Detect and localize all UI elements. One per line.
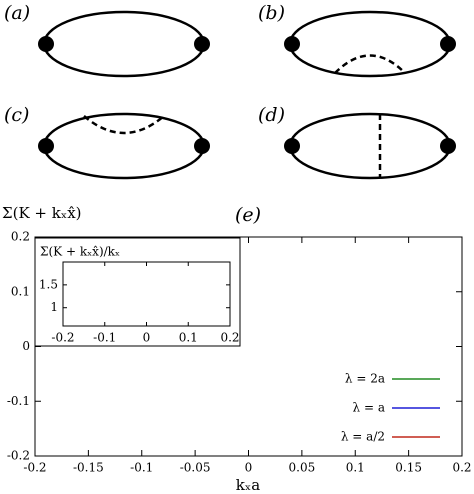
legend-label: λ = a [353,401,385,415]
y-tick-label: 1.5 [39,277,58,291]
x-tick-label: 0.15 [395,461,422,475]
loop [42,112,206,180]
panel-label: (d) [258,104,285,126]
x-tick-label: -0.1 [130,461,153,475]
legend-label: λ = 2a [345,372,385,386]
panel-label: (c) [4,104,29,126]
propagator [334,54,406,74]
propagator [83,115,165,135]
y-tick-label: 1 [50,300,58,314]
diagrams [42,10,452,180]
x-tick-label: -0.15 [73,461,104,475]
x-tick-label: -0.2 [23,461,46,475]
inset-background [34,237,241,347]
loop [288,112,452,180]
panel-label: (a) [4,2,30,24]
x-tick-label: 0.1 [346,461,365,475]
x-tick-label: 0.2 [452,461,471,475]
x-tick-label: 0.05 [289,461,316,475]
panel-label: (e) [235,204,261,226]
x-tick-label: 0.1 [179,331,198,345]
y-axis-label: Σ(K + kₓx̂)/kₓ [40,245,120,259]
vertex [284,36,300,52]
y-tick-label: -0.2 [7,449,30,463]
y-axis-label: Σ(K + kₓx̂) [2,204,82,222]
vertex [440,36,456,52]
panel-label: (b) [258,2,285,24]
x-tick-label: 0 [245,461,253,475]
vertex [284,138,300,154]
vertex [194,138,210,154]
x-tick-label: -0.05 [180,461,211,475]
x-tick-label: -0.2 [51,331,74,345]
legend-label: λ = a/2 [341,430,385,444]
x-axis-label: kₓa [236,476,260,494]
vertices [38,36,456,154]
vertex [38,36,54,52]
vertex [38,138,54,154]
vertex [194,36,210,52]
x-tick-label: 0 [143,331,151,345]
y-tick-label: 0 [22,339,30,353]
x-tick-label: -0.1 [93,331,116,345]
y-tick-label: 0.1 [11,284,30,298]
loop [288,10,452,78]
y-tick-label: 0.2 [11,230,30,244]
vertex [440,138,456,154]
x-tick-label: 0.2 [220,331,239,345]
y-tick-label: -0.1 [7,394,30,408]
loop [42,10,206,78]
